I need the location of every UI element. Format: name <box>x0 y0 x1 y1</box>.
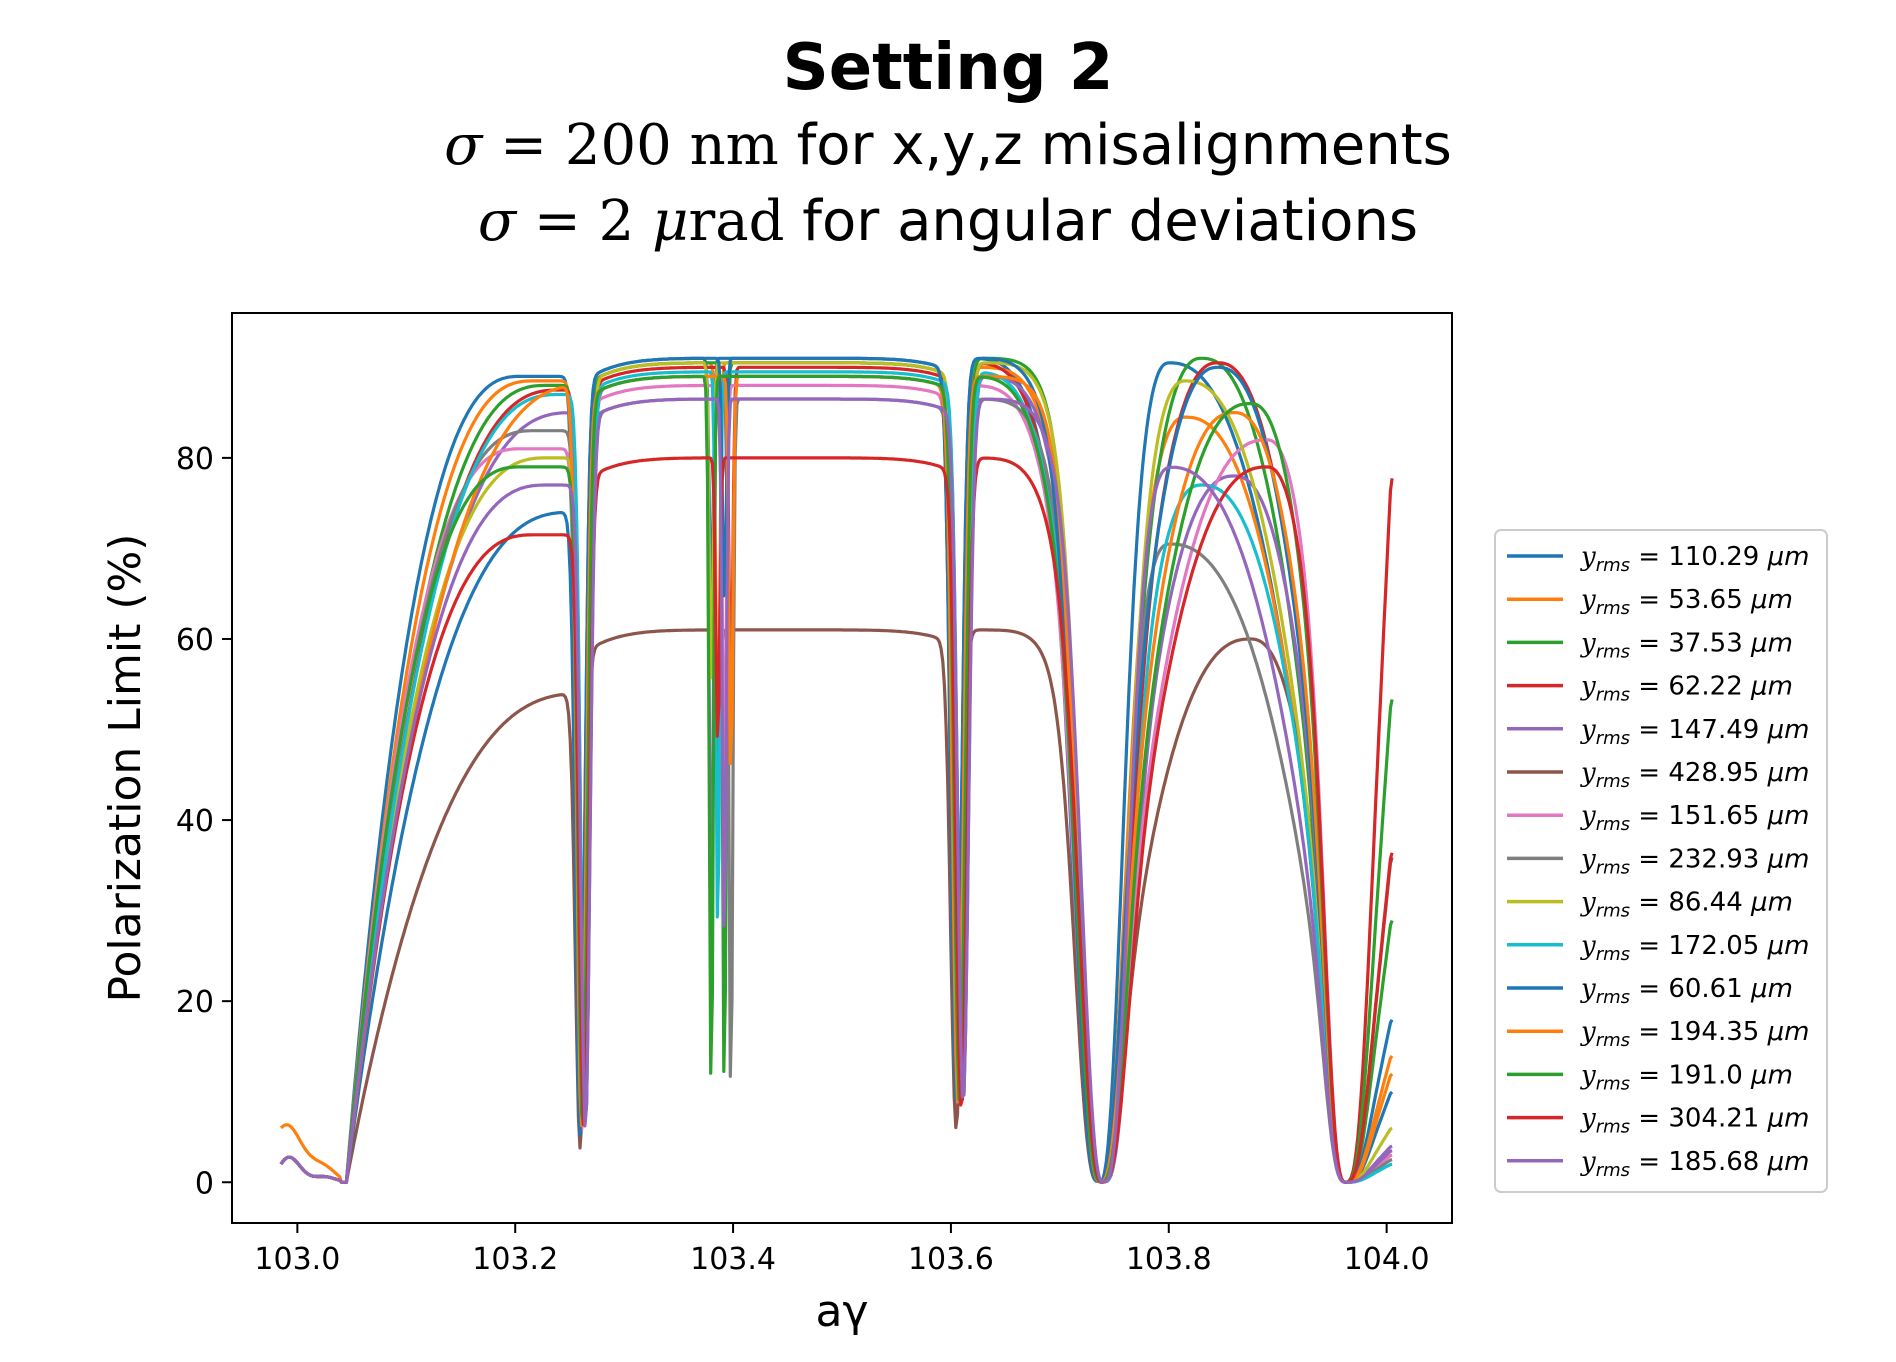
y-tick-label: 40 <box>176 804 214 839</box>
series-line <box>279 374 1394 1184</box>
legend-entry: yrms = 62.22 μm <box>1580 672 1793 706</box>
x-axis: 103.0 103.2 103.4 103.6 103.8 104.0 <box>254 1223 1430 1277</box>
legend-entry: yrms = 60.61 μm <box>1580 974 1793 1008</box>
legend-entry: yrms = 147.49 μm <box>1580 715 1809 749</box>
legend-entry: yrms = 194.35 μm <box>1580 1017 1809 1051</box>
y-tick-label: 0 <box>195 1166 214 1201</box>
chart-subtitle-line-2: σ = 2 μrad for angular deviations <box>477 189 1419 254</box>
chart-subtitle-line-1: σ = 200 nm for x,y,z misalignments <box>444 113 1452 178</box>
legend-entry: yrms = 232.93 μm <box>1580 844 1809 878</box>
legend-entry: yrms = 428.95 μm <box>1580 758 1809 792</box>
legend-entry: yrms = 110.29 μm <box>1580 542 1809 576</box>
x-tick-label: 104.0 <box>1344 1242 1430 1277</box>
legend-entry: yrms = 172.05 μm <box>1580 931 1809 965</box>
legend-entry: yrms = 53.65 μm <box>1580 585 1793 619</box>
series-line <box>279 456 1394 1184</box>
chart-title: Setting 2 <box>782 31 1114 105</box>
series-line <box>279 374 1393 1184</box>
series-layer <box>279 356 1394 1184</box>
x-axis-label: aγ <box>815 1286 868 1337</box>
series-line <box>279 397 1393 1184</box>
legend-entry: yrms = 151.65 μm <box>1580 801 1809 835</box>
x-tick-label: 103.4 <box>690 1242 776 1277</box>
y-tick-label: 20 <box>176 985 214 1020</box>
series-line <box>279 361 1393 1184</box>
series-line <box>279 374 1394 1184</box>
legend-entry: yrms = 185.68 μm <box>1580 1147 1809 1181</box>
legend-box <box>1494 529 1828 1193</box>
x-tick-label: 103.8 <box>1126 1242 1212 1277</box>
legend-entry: yrms = 37.53 μm <box>1580 628 1793 662</box>
legend-entry: yrms = 86.44 μm <box>1580 888 1793 922</box>
series-line <box>279 628 1394 1184</box>
series-line <box>279 356 1394 1184</box>
chart-title-block: Setting 2 σ = 200 nm for x,y,z misalignm… <box>0 28 1896 260</box>
y-axis: 0 20 40 60 80 <box>176 442 232 1201</box>
y-tick-label: 60 <box>176 623 214 658</box>
x-tick-label: 103.0 <box>254 1242 340 1277</box>
y-tick-label: 80 <box>176 442 214 477</box>
plot-frame <box>231 312 1453 1224</box>
series-line <box>279 361 1394 1184</box>
series-line <box>279 383 1393 1184</box>
legend-entry: yrms = 304.21 μm <box>1580 1104 1809 1138</box>
x-tick-label: 103.2 <box>472 1242 558 1277</box>
y-axis-label: Polarization Limit (%) <box>100 534 151 1003</box>
legend: yrms = 110.29 μm yrms = 53.65 μm yrms = 37… <box>1494 529 1828 1193</box>
x-tick-label: 103.6 <box>908 1242 994 1277</box>
legend-entry: yrms = 191.0 μm <box>1580 1060 1793 1094</box>
